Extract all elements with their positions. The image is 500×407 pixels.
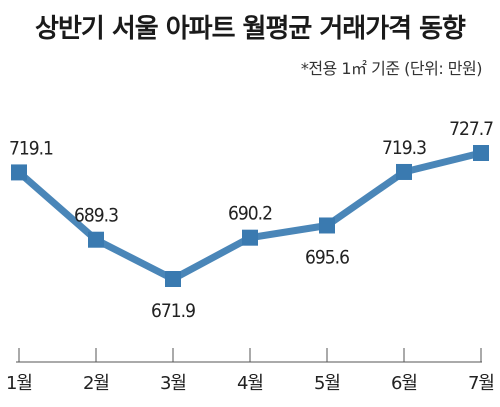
x-tick-label: 6월 xyxy=(391,373,417,394)
data-label: 719.3 xyxy=(382,137,426,159)
data-label: 695.6 xyxy=(305,246,349,268)
data-label: 727.7 xyxy=(449,118,493,140)
x-axis-tick-labels: 1월 2월 3월 4월 5월 6월 7월 xyxy=(6,373,495,394)
data-label: 671.9 xyxy=(151,300,195,322)
x-tick-label: 4월 xyxy=(237,373,263,394)
x-axis-ticks xyxy=(18,348,482,362)
data-point-marker xyxy=(165,271,181,287)
x-tick-label: 1월 xyxy=(6,373,32,394)
x-tick-label: 2월 xyxy=(83,373,109,394)
data-label: 689.3 xyxy=(74,205,118,227)
x-axis: 1월 2월 3월 4월 5월 6월 7월 xyxy=(6,348,495,394)
chart-subtitle: *전용 1㎡ 기준 (단위: 만원) xyxy=(300,59,483,78)
data-point-marker xyxy=(396,163,412,180)
data-point-marker xyxy=(473,145,489,161)
data-labels: 719.1 689.3 671.9 690.2 695.6 719.3 727.7 xyxy=(9,118,494,322)
data-point-marker xyxy=(11,164,27,181)
data-label: 719.1 xyxy=(9,137,53,159)
chart-title: 상반기 서울 아파트 월평균 거래가격 동향 xyxy=(35,14,466,44)
x-tick-label: 5월 xyxy=(314,373,340,394)
data-point-marker xyxy=(242,229,258,246)
series-markers xyxy=(11,145,489,287)
x-tick-label: 7월 xyxy=(468,373,494,394)
data-point-marker xyxy=(319,217,335,234)
data-point-marker xyxy=(88,231,104,248)
x-tick-label: 3월 xyxy=(160,373,186,394)
data-label: 690.2 xyxy=(228,203,272,225)
